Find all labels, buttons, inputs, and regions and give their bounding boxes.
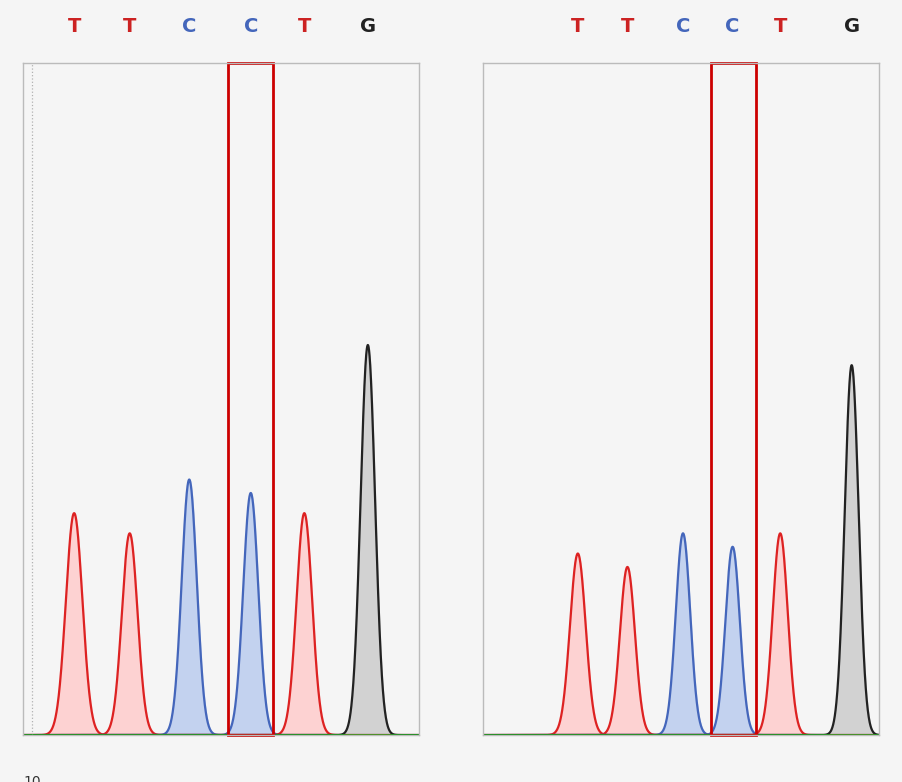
Bar: [711, 63, 756, 735]
Text: T: T: [68, 16, 81, 36]
Text: G: G: [360, 16, 376, 36]
Text: C: C: [725, 16, 740, 36]
Text: G: G: [843, 16, 860, 36]
Bar: [228, 63, 273, 735]
Text: C: C: [182, 16, 197, 36]
Text: T: T: [571, 16, 584, 36]
Text: T: T: [298, 16, 311, 36]
Text: 10: 10: [23, 776, 41, 782]
Text: T: T: [123, 16, 136, 36]
Text: C: C: [676, 16, 690, 36]
Text: T: T: [621, 16, 634, 36]
Text: C: C: [244, 16, 258, 36]
Text: T: T: [774, 16, 787, 36]
